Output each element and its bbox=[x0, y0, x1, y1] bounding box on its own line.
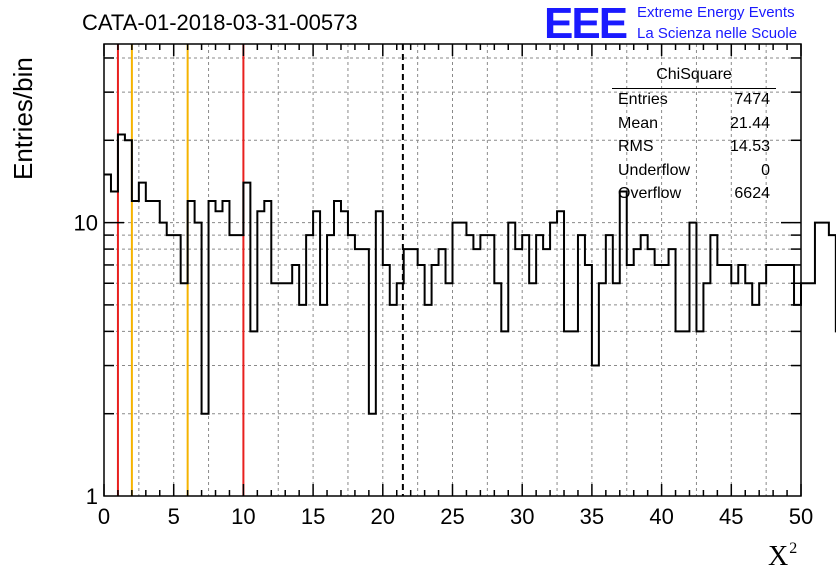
chart-title: CATA-01-2018-03-31-00573 bbox=[82, 10, 358, 35]
x-tick-label: 10 bbox=[231, 504, 255, 529]
y-tick-labels: 1 10 bbox=[74, 211, 98, 509]
stats-label: Mean bbox=[618, 114, 659, 132]
x-tick-label: 20 bbox=[371, 504, 395, 529]
x-tick-label: 35 bbox=[580, 504, 604, 529]
x-axis-label: X2 bbox=[768, 540, 797, 573]
x-tick-label: 30 bbox=[510, 504, 534, 529]
x-tick-label: 40 bbox=[649, 504, 673, 529]
stats-value: 6624 bbox=[734, 185, 770, 202]
x-tick-label: 15 bbox=[301, 504, 325, 529]
stats-label: Entries bbox=[618, 91, 668, 108]
stats-label: RMS bbox=[618, 138, 654, 155]
axis-ticks bbox=[103, 44, 802, 496]
y-tick-label: 1 bbox=[86, 484, 98, 509]
x-tick-label: 0 bbox=[98, 504, 110, 529]
stats-value: 0 bbox=[761, 161, 770, 179]
logo-line-1: Extreme Energy Events bbox=[637, 4, 795, 21]
x-axis-label-superscript: 2 bbox=[789, 540, 798, 557]
stats-label: Overflow bbox=[618, 185, 682, 202]
reference-lines bbox=[116, 44, 404, 496]
stats-value: 21.44 bbox=[729, 114, 770, 132]
stats-box: ChiSquare Entries 7474 Mean 21.44 RMS 14.53… bbox=[612, 66, 776, 209]
stats-value: 7474 bbox=[734, 91, 770, 108]
x-tick-label: 45 bbox=[719, 504, 743, 529]
stats-row: Overflow 6624 bbox=[612, 185, 776, 209]
y-axis-label: Entries/bin bbox=[8, 57, 38, 180]
x-tick-label: 50 bbox=[789, 504, 813, 529]
eee-logo: EEE bbox=[544, 0, 628, 48]
stats-label: Underflow bbox=[618, 161, 691, 179]
stats-value: 14.53 bbox=[729, 138, 770, 155]
x-tick-label: 25 bbox=[440, 504, 464, 529]
stats-row: Entries 7474 bbox=[612, 91, 776, 115]
stats-title: ChiSquare bbox=[612, 66, 776, 89]
stats-row: RMS 14.53 bbox=[612, 138, 776, 162]
y-tick-label: 10 bbox=[74, 211, 98, 236]
x-tick-label: 5 bbox=[168, 504, 180, 529]
stats-row: Mean 21.44 bbox=[612, 115, 776, 139]
logo-line-2: La Scienza nelle Scuole bbox=[637, 25, 798, 42]
stats-row: Underflow 0 bbox=[612, 162, 776, 186]
x-tick-labels: 0 5 10 15 20 25 30 35 40 45 50 bbox=[98, 504, 813, 529]
x-axis-label-base: X bbox=[768, 541, 789, 572]
histogram-line bbox=[104, 133, 836, 415]
